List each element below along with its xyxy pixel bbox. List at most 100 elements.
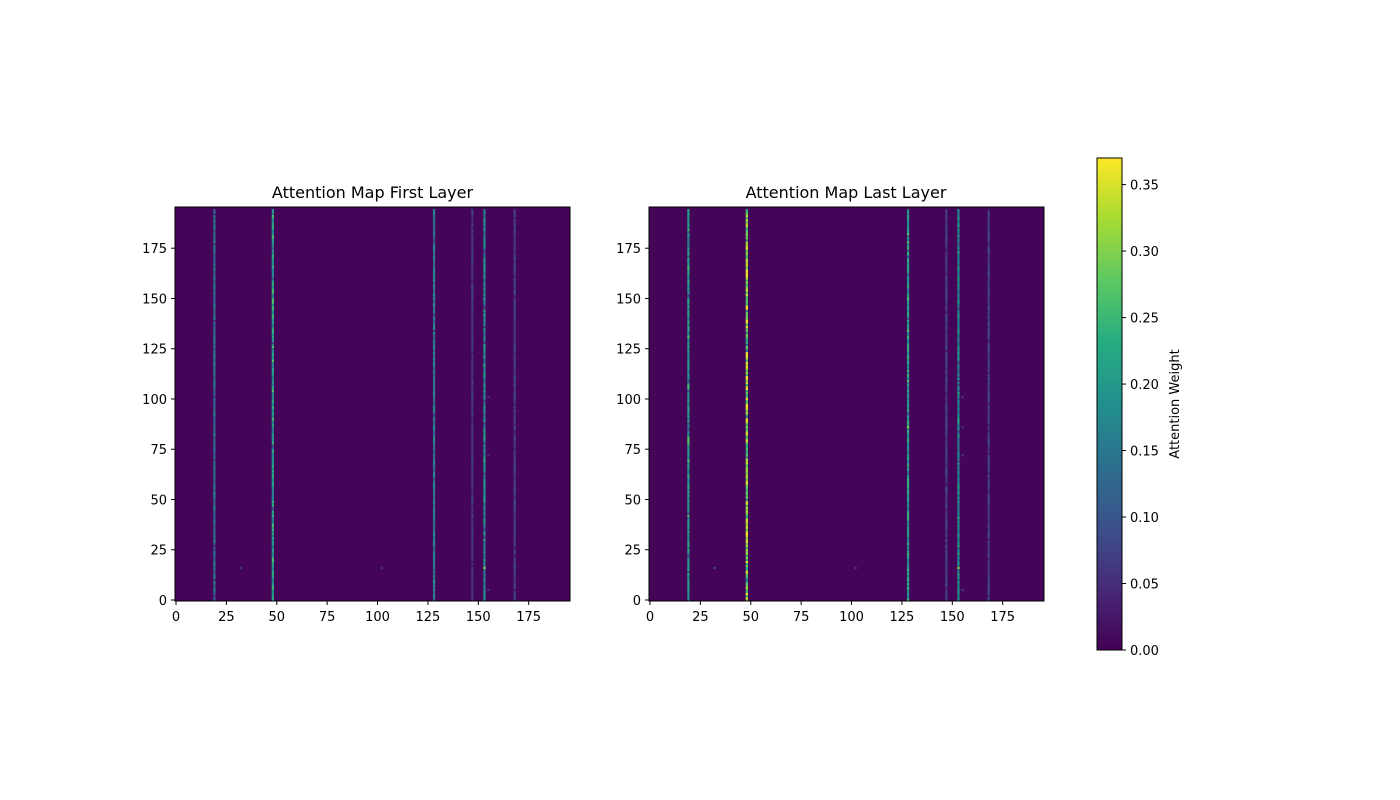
heatmap-cell — [945, 540, 948, 543]
heatmap-cell — [471, 303, 474, 306]
heatmap-cell — [745, 257, 748, 260]
heatmap-cell — [483, 594, 486, 598]
heatmap-cell — [471, 492, 474, 495]
heatmap-cell — [745, 259, 748, 262]
heatmap-cell — [957, 331, 960, 334]
heatmap-cell — [483, 476, 486, 479]
heatmap-cell — [687, 209, 690, 212]
heatmap-cell — [957, 450, 960, 453]
heatmap-cell — [687, 464, 690, 467]
heatmap-cell — [471, 399, 474, 403]
heatmap-cell — [945, 363, 948, 367]
heatmap-cell — [687, 391, 690, 395]
heatmap-cell — [687, 251, 690, 254]
heatmap-cell — [432, 319, 436, 322]
heatmap-cell — [271, 383, 274, 387]
heatmap-cell — [687, 508, 690, 511]
heatmap-cell — [987, 528, 990, 531]
heatmap-cell — [745, 279, 748, 282]
heatmap-cell — [213, 474, 216, 477]
heatmap-cell — [471, 442, 474, 445]
heatmap-cell — [471, 225, 474, 228]
heatmap-cell — [513, 592, 516, 596]
heatmap-cell — [513, 359, 516, 362]
heatmap-cell — [432, 566, 436, 570]
heatmap-cell — [271, 406, 274, 409]
heatmap-cell — [271, 391, 274, 395]
heatmap-cell — [213, 331, 216, 334]
heatmap-cell — [213, 283, 216, 286]
heatmap-cell — [471, 297, 474, 300]
heatmap-cell — [471, 215, 474, 218]
heatmap-cell — [432, 504, 436, 507]
heatmap-cell — [271, 221, 274, 224]
heatmap-cell — [513, 450, 516, 453]
heatmap-cell — [483, 438, 486, 441]
heatmap-cell — [957, 532, 960, 535]
heatmap-cell — [945, 393, 948, 397]
heatmap-cell — [687, 444, 690, 447]
heatmap-cell — [687, 225, 690, 228]
heatmap-cell — [745, 484, 748, 487]
heatmap-cell — [945, 399, 948, 403]
heatmap-cell — [471, 229, 474, 232]
heatmap-cell — [987, 436, 990, 439]
heatmap-cell — [906, 355, 910, 358]
heatmap-cell — [906, 460, 910, 463]
heatmap-cell — [471, 339, 474, 342]
heatmap-cell — [513, 534, 516, 537]
heatmap-cell — [213, 468, 216, 471]
heatmap-cell — [513, 263, 516, 266]
heatmap-cell — [987, 494, 990, 497]
heatmap-cell — [513, 472, 516, 475]
heatmap-cell — [213, 215, 216, 218]
y-tick-label: 150 — [142, 292, 167, 307]
heatmap-cell — [745, 251, 748, 254]
heatmap-cell — [513, 331, 516, 334]
heatmap-cell — [745, 414, 748, 417]
heatmap-cell — [513, 470, 516, 473]
heatmap-cell — [471, 574, 474, 578]
heatmap-cell — [957, 239, 960, 242]
heatmap-cell — [432, 279, 436, 282]
heatmap-cell — [987, 476, 990, 479]
heatmap-cell — [213, 327, 216, 330]
x-tick-label: 100 — [839, 610, 864, 625]
heatmap-cell — [432, 235, 436, 238]
heatmap-cell — [945, 299, 948, 302]
heatmap-cell — [987, 373, 990, 377]
heatmap-cell — [432, 293, 436, 296]
heatmap-cell — [483, 586, 486, 590]
heatmap-cell — [513, 313, 516, 316]
heatmap-cell — [906, 476, 910, 479]
heatmap-cell — [687, 578, 690, 582]
heatmap-cell — [432, 554, 436, 557]
heatmap-cell — [687, 311, 690, 314]
heatmap-cell — [271, 253, 274, 256]
heatmap-cell — [745, 468, 748, 471]
heatmap-cell — [213, 528, 216, 531]
heatmap-cell — [945, 486, 948, 489]
heatmap-cell — [513, 387, 516, 391]
plot-frame-first-layer — [174, 206, 571, 602]
heatmap-cell — [513, 335, 516, 338]
heatmap-cell — [987, 488, 990, 491]
heatmap-cell — [213, 255, 216, 258]
heatmap-cell — [987, 327, 990, 330]
heatmap-cell — [483, 422, 486, 425]
heatmap-cell — [213, 580, 216, 584]
heatmap-cell — [906, 301, 910, 304]
heatmap-cell — [213, 586, 216, 590]
heatmap-cell — [987, 430, 990, 433]
heatmap-cell — [906, 472, 910, 475]
heatmap-cell — [687, 305, 690, 308]
heatmap-cell — [945, 496, 948, 499]
heatmap-cell — [471, 486, 474, 489]
heatmap-cell — [957, 482, 960, 485]
heatmap-cell — [483, 401, 486, 405]
heatmap-cell — [687, 418, 690, 421]
heatmap-cell — [432, 468, 436, 471]
heatmap-cell — [745, 307, 748, 310]
heatmap-cell — [945, 590, 948, 594]
heatmap-cell — [906, 512, 910, 515]
